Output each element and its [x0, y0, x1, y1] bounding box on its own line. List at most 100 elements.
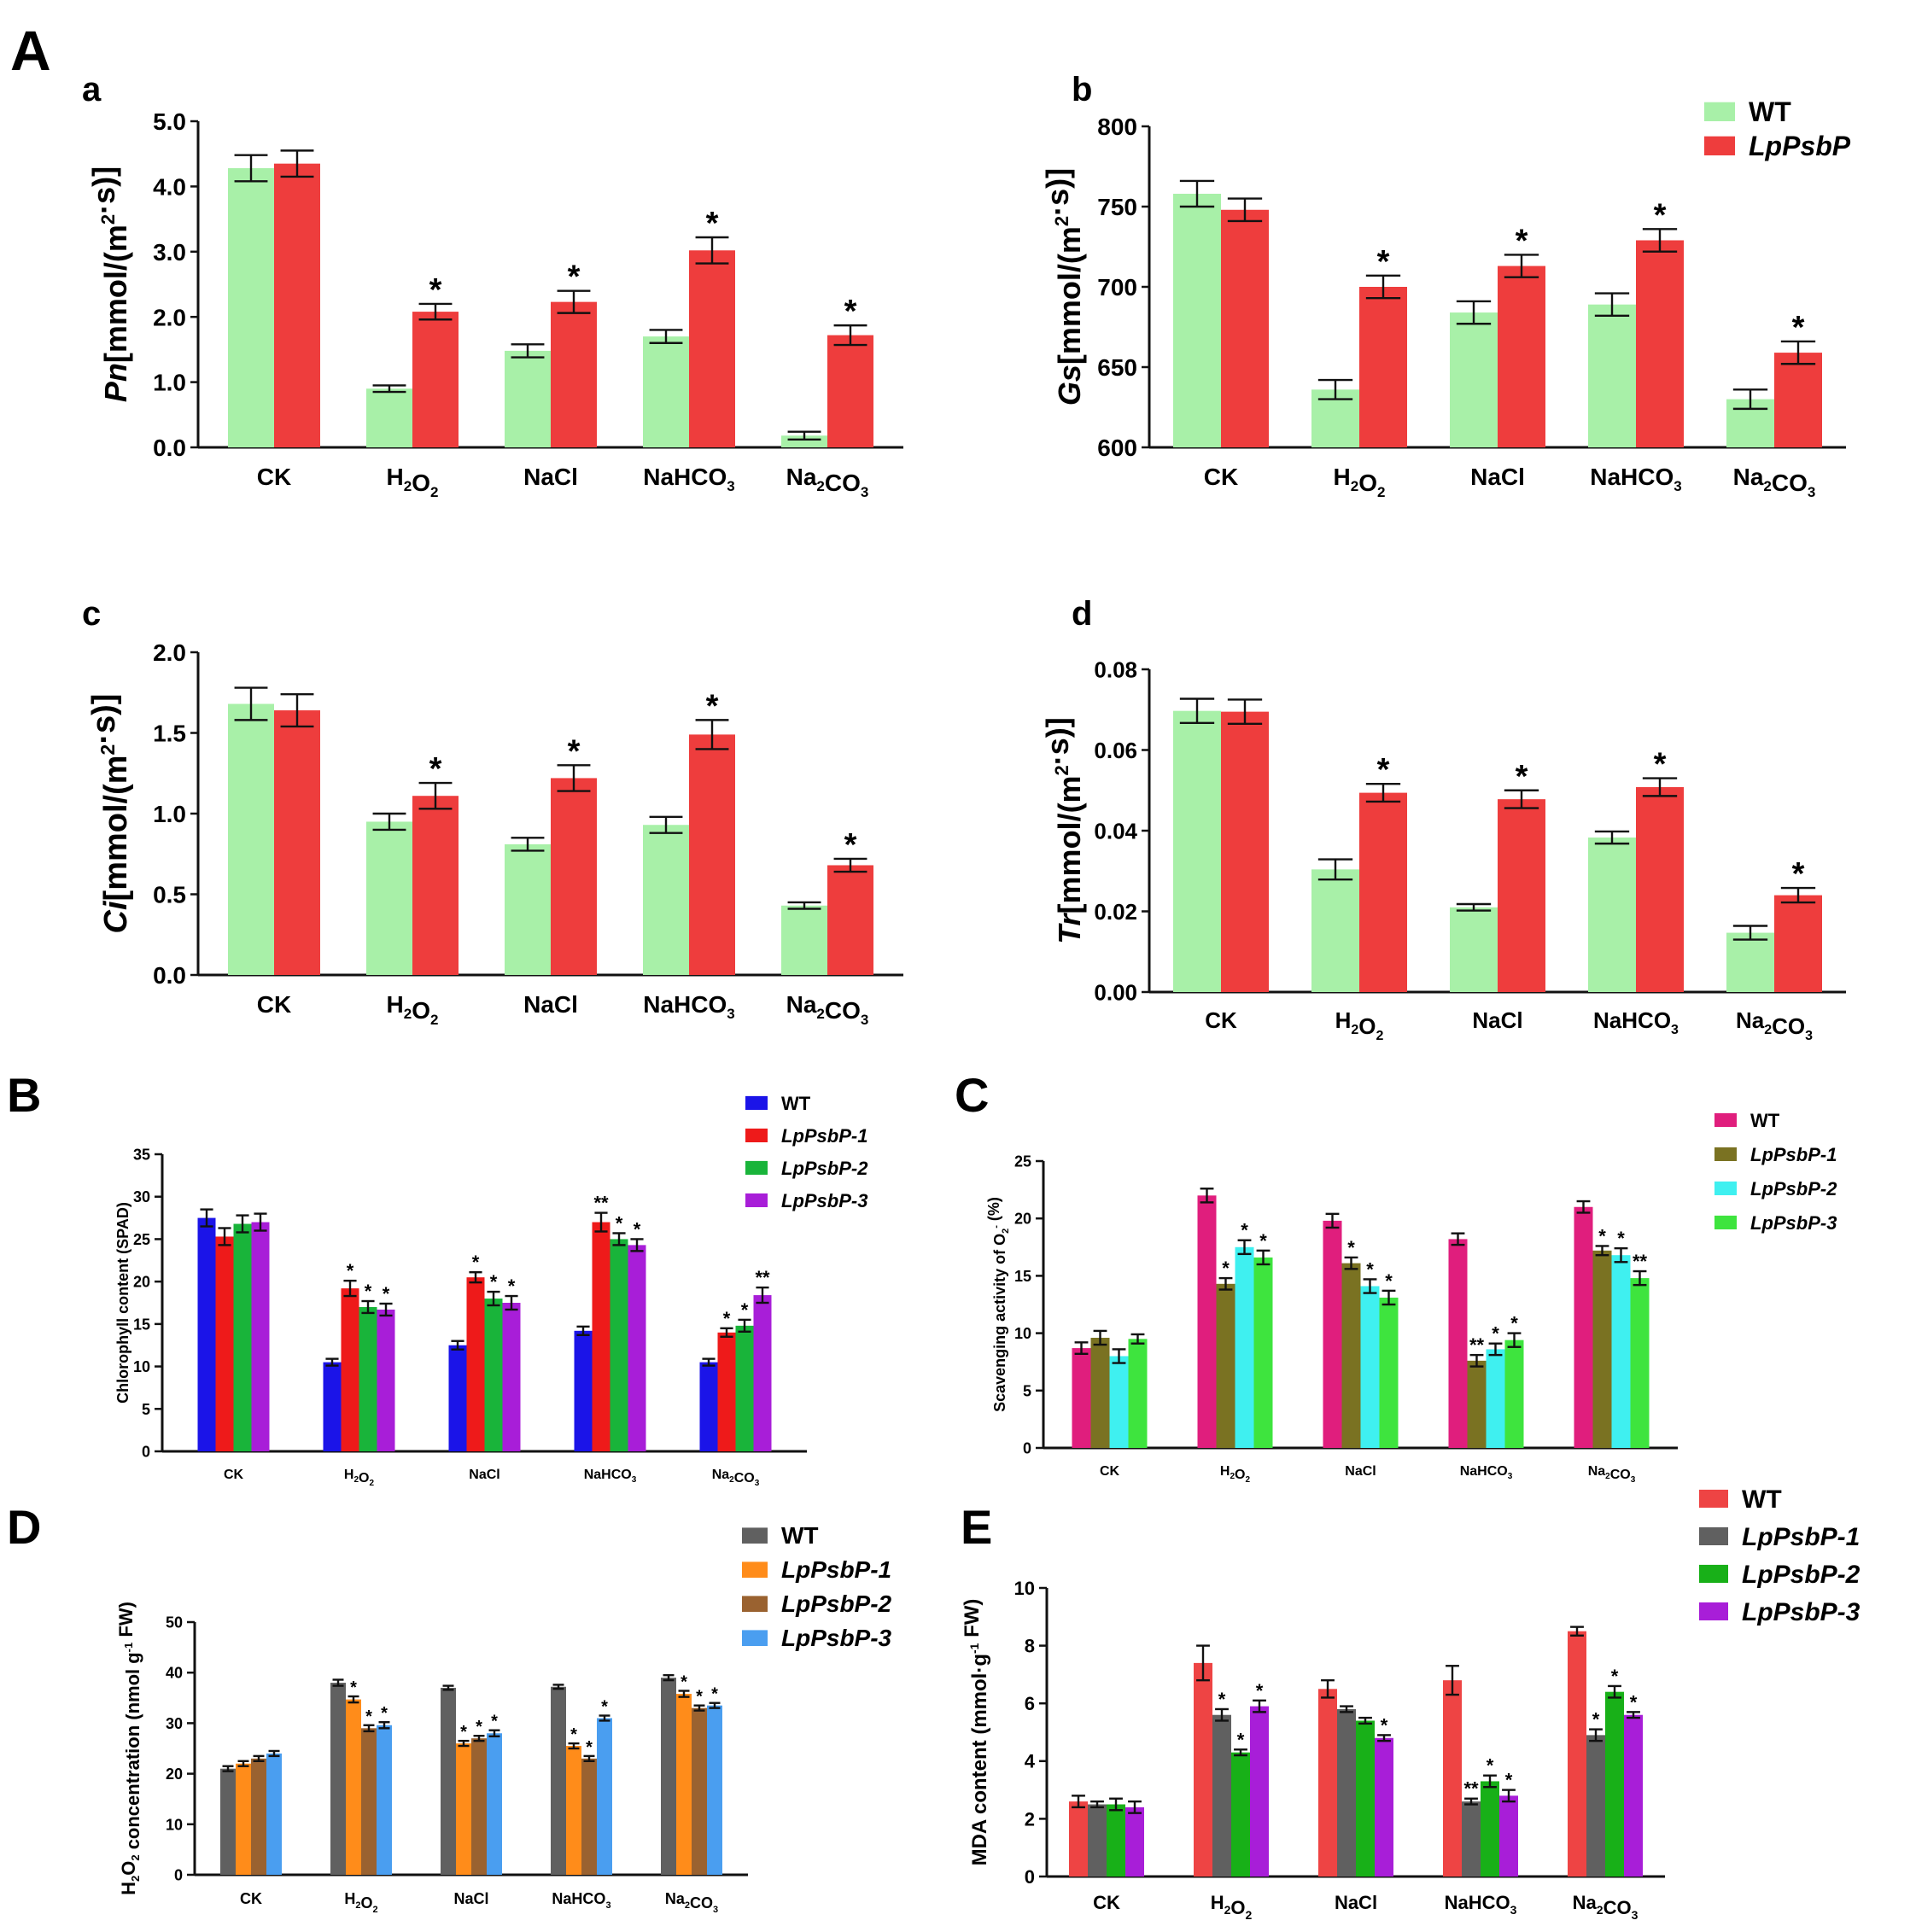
- y-tick-label: 5.0: [153, 108, 186, 135]
- x-tick-label: NaCl: [1470, 464, 1525, 490]
- bar: [484, 1299, 503, 1451]
- bar: [1109, 1356, 1129, 1448]
- y-tick-label: 10: [1014, 1325, 1031, 1342]
- x-tick-label: NaCl: [1472, 1007, 1522, 1033]
- significance-label: *: [568, 260, 581, 295]
- figure-label-A: A: [10, 19, 51, 82]
- bar: [330, 1683, 346, 1875]
- chart-c: c 0.0 0.5 1.0 1.5 2.0 Ci[mmol/(m2·s)] CK * H2O2 * N…: [82, 595, 903, 1028]
- legend: WT LpPsbP-1 LpPsbP-2 LpPsbP-3: [1714, 1110, 1837, 1234]
- bar: [1630, 1278, 1650, 1448]
- y-axis-title: H2O2 concentration (nmol g-1 FW): [115, 1602, 143, 1895]
- x-tick-label: CK: [224, 1468, 244, 1482]
- x-tick-label: H2O2: [1334, 464, 1386, 500]
- significance-label: *: [1630, 1691, 1638, 1713]
- bar: [377, 1725, 392, 1875]
- bar: [1481, 1781, 1499, 1877]
- legend-label: WT: [1750, 1110, 1780, 1131]
- bar: [781, 905, 827, 975]
- significance-label: *: [347, 1260, 354, 1281]
- significance-label: *: [1510, 1313, 1518, 1334]
- bar: [366, 388, 412, 447]
- y-tick-label: 1.0: [153, 370, 186, 396]
- bar: [1216, 1283, 1235, 1448]
- legend: WT LpPsbP-1 LpPsbP-2 LpPsbP-3: [742, 1522, 892, 1651]
- significance-label: *: [1516, 759, 1528, 795]
- x-tick-label: CK: [257, 991, 291, 1018]
- significance-label: *: [1222, 1258, 1230, 1279]
- significance-label: *: [1611, 1666, 1619, 1687]
- bar: [471, 1738, 487, 1875]
- bar: [1250, 1706, 1269, 1877]
- significance-label: *: [1654, 197, 1667, 233]
- significance-label: *: [1617, 1228, 1625, 1249]
- y-tick-label: 650: [1097, 354, 1137, 381]
- bar: [456, 1743, 471, 1875]
- legend-label: LpPsbP: [1749, 131, 1851, 161]
- significance-label: *: [383, 1283, 390, 1305]
- bar: [361, 1728, 377, 1875]
- bar: [1499, 1795, 1518, 1877]
- bar: [551, 301, 597, 447]
- bar: [628, 1245, 646, 1451]
- x-tick-label: H2O2: [1211, 1892, 1253, 1922]
- significance-label: *: [634, 1218, 641, 1240]
- legend-swatch: [1699, 1526, 1728, 1545]
- x-tick-label: NaCl: [453, 1890, 488, 1907]
- y-tick-label: 10: [1014, 1578, 1035, 1599]
- bar: [676, 1694, 692, 1875]
- x-tick-label: CK: [1204, 464, 1238, 490]
- bar: [1592, 1250, 1612, 1448]
- bar: [643, 825, 689, 975]
- legend-swatch: [1699, 1564, 1728, 1583]
- legend-label: LpPsbP-3: [781, 1625, 892, 1651]
- bar: [236, 1763, 251, 1875]
- significance-label: *: [696, 1688, 703, 1707]
- legend: WT LpPsbP: [1704, 96, 1851, 161]
- x-tick-label: H2O2: [344, 1890, 377, 1915]
- bar: [1486, 1349, 1505, 1448]
- y-axis-title: Chlorophyll content (SPAD): [114, 1202, 131, 1404]
- legend-label: LpPsbP-1: [781, 1125, 867, 1147]
- y-tick-label: 0.02: [1094, 899, 1137, 925]
- x-tick-label: NaHCO3: [1460, 1464, 1513, 1481]
- x-tick-label: CK: [240, 1890, 262, 1907]
- bar: [505, 843, 551, 975]
- significance-label: *: [460, 1723, 467, 1742]
- x-tick-label: NaCl: [1335, 1892, 1377, 1913]
- legend-swatch: [745, 1160, 768, 1175]
- significance-label: *: [1654, 747, 1667, 783]
- legend-label: LpPsbP-2: [1750, 1178, 1837, 1199]
- x-tick-label: Na2CO3: [1573, 1892, 1639, 1922]
- figure-label-D: D: [7, 1500, 41, 1554]
- bar: [215, 1236, 234, 1451]
- significance-label: *: [491, 1713, 498, 1731]
- figure-label-C: C: [955, 1068, 989, 1122]
- bar: [827, 865, 873, 975]
- significance-label: *: [508, 1275, 516, 1297]
- y-tick-label: 20: [133, 1274, 150, 1291]
- legend-swatch: [1714, 1147, 1737, 1161]
- bar: [1586, 1735, 1605, 1877]
- chart-a: a 0.0 1.0 2.0 3.0 4.0 5.0 Pn[mmol/(m2·s)] CK * H2O…: [82, 71, 903, 500]
- significance-label: *: [570, 1725, 577, 1744]
- significance-label: *: [1592, 1709, 1600, 1731]
- significance-label: *: [681, 1673, 687, 1692]
- y-axis-title: Scavenging activity of O2- (%): [985, 1197, 1011, 1412]
- bar: [346, 1699, 361, 1875]
- bar: [1088, 1804, 1107, 1877]
- y-tick-label: 0.0: [153, 962, 186, 989]
- bar: [1448, 1239, 1468, 1448]
- bar: [1212, 1714, 1231, 1877]
- bar: [341, 1288, 359, 1451]
- bar: [366, 821, 412, 975]
- x-tick-label: H2O2: [1335, 1007, 1384, 1043]
- y-tick-label: 25: [1014, 1153, 1031, 1170]
- y-tick-label: 0: [1023, 1439, 1031, 1456]
- bar: [827, 335, 873, 447]
- legend-label: LpPsbP-2: [781, 1158, 868, 1179]
- significance-label: *: [1381, 1714, 1388, 1736]
- legend-swatch: [1699, 1489, 1728, 1508]
- bar: [1194, 1662, 1212, 1877]
